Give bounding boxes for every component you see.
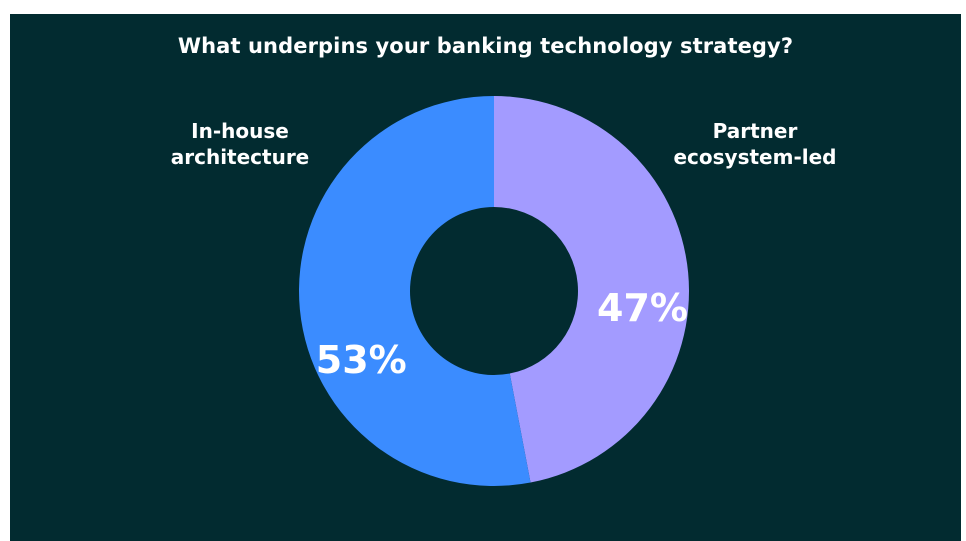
chart-title: What underpins your banking technology s…: [177, 34, 794, 58]
donut-chart: 47% 53%: [299, 96, 690, 486]
legend-label-partner: Partner ecosystem-led: [660, 118, 850, 170]
legend-label-partner-line-2: ecosystem-led: [673, 145, 837, 169]
legend-label-in-house: In-house architecture: [170, 118, 310, 170]
slice-value-label-in-house: 53%: [316, 338, 407, 382]
donut-slice-partner: [494, 96, 690, 483]
legend-label-in-house-line-2: architecture: [170, 145, 310, 169]
legend-label-in-house-line-1: In-house: [191, 119, 289, 143]
donut-slice-in-house: [299, 96, 531, 486]
legend-label-partner-line-1: Partner: [712, 119, 798, 143]
slice-value-label-partner: 47%: [597, 286, 688, 330]
chart-panel: What underpins your banking technology s…: [10, 14, 961, 541]
